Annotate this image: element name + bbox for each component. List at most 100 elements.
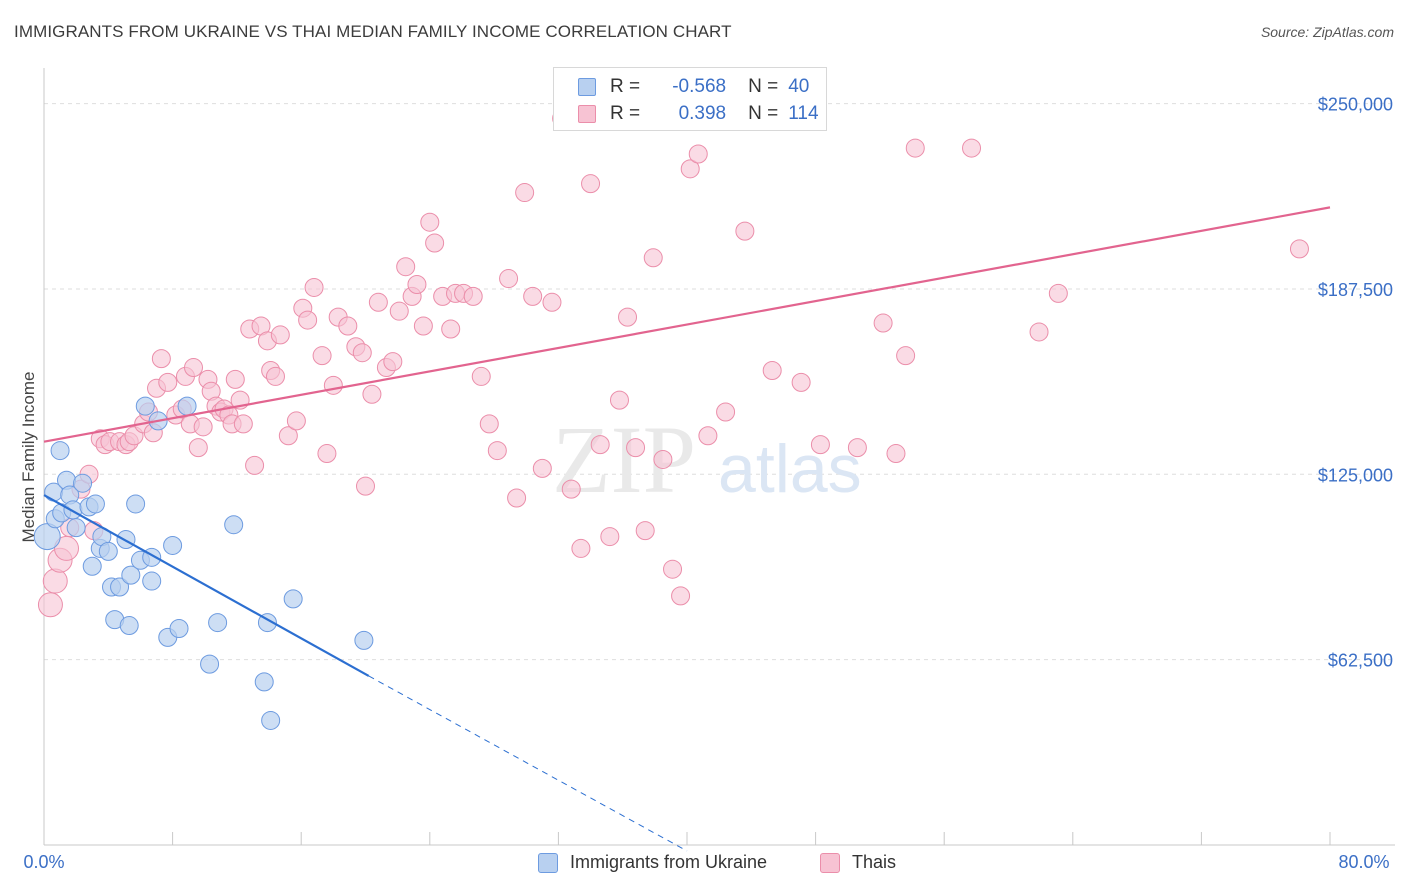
thai-point[interactable]: [356, 476, 375, 496]
thai-point[interactable]: [362, 384, 382, 404]
thai-point[interactable]: [225, 369, 245, 389]
ukraine-point[interactable]: [177, 396, 197, 416]
thai-point[interactable]: [905, 138, 925, 158]
ukraine-point[interactable]: [119, 616, 139, 636]
thai-point[interactable]: [581, 174, 601, 194]
thai-point[interactable]: [42, 568, 68, 594]
thai-point[interactable]: [653, 449, 673, 469]
thai-point[interactable]: [523, 286, 543, 306]
thai-point[interactable]: [471, 366, 491, 386]
ukraine-point[interactable]: [126, 494, 146, 514]
thai-point[interactable]: [158, 372, 178, 392]
thai-point[interactable]: [245, 455, 265, 475]
legend-r-value-thai: 0.398: [678, 103, 727, 124]
series-label-ukraine: Immigrants from Ukraine: [570, 852, 768, 872]
thai-point[interactable]: [600, 527, 620, 547]
thai-point[interactable]: [463, 286, 483, 306]
thai-point[interactable]: [413, 316, 433, 336]
thai-point[interactable]: [270, 325, 290, 345]
thai-point[interactable]: [735, 221, 755, 241]
y-tick-labels: $62,500 $125,000 $187,500 $250,000: [1318, 95, 1393, 671]
thai-point[interactable]: [847, 438, 867, 458]
thai-point[interactable]: [716, 402, 736, 422]
ukraine-point[interactable]: [82, 556, 102, 576]
ukraine-point[interactable]: [85, 494, 105, 514]
thai-point[interactable]: [396, 257, 416, 277]
ukraine-point[interactable]: [254, 672, 274, 692]
thai-point[interactable]: [441, 319, 461, 339]
ukraine-point[interactable]: [66, 518, 86, 538]
thai-point[interactable]: [323, 375, 343, 395]
thai-point[interactable]: [609, 390, 629, 410]
ukraine-point[interactable]: [50, 441, 70, 461]
thai-point[interactable]: [762, 360, 782, 380]
thai-point[interactable]: [233, 414, 253, 434]
ukraine-point[interactable]: [142, 571, 162, 591]
thai-point[interactable]: [671, 586, 691, 606]
thai-point[interactable]: [1048, 283, 1068, 303]
thai-point[interactable]: [312, 346, 332, 366]
thai-point[interactable]: [499, 269, 519, 289]
series-legend-thai[interactable]: Thais: [820, 852, 896, 873]
ukraine-point[interactable]: [121, 565, 141, 585]
thai-point[interactable]: [487, 441, 507, 461]
thai-point[interactable]: [304, 277, 324, 297]
thai-point[interactable]: [590, 435, 610, 455]
ukraine-point[interactable]: [283, 589, 303, 609]
thai-point[interactable]: [37, 592, 63, 618]
thai-point[interactable]: [425, 233, 445, 253]
thai-point[interactable]: [352, 343, 372, 363]
ukraine-point[interactable]: [354, 630, 374, 650]
ukraine-point[interactable]: [63, 500, 83, 520]
thai-point[interactable]: [407, 274, 427, 294]
thai-point[interactable]: [1289, 239, 1309, 259]
thai-point[interactable]: [383, 352, 403, 372]
thai-point[interactable]: [183, 358, 203, 378]
ukraine-point[interactable]: [73, 473, 93, 493]
thai-point[interactable]: [193, 417, 213, 437]
thai-point[interactable]: [643, 248, 663, 268]
thai-point[interactable]: [317, 444, 337, 464]
thai-point[interactable]: [680, 159, 700, 179]
thai-point[interactable]: [688, 144, 708, 164]
ukraine-point[interactable]: [98, 541, 118, 561]
thai-point[interactable]: [420, 212, 440, 232]
thai-point[interactable]: [278, 426, 298, 446]
thai-point[interactable]: [507, 488, 527, 508]
ukraine-point[interactable]: [135, 396, 155, 416]
ukraine-point[interactable]: [169, 619, 189, 639]
thai-point[interactable]: [561, 479, 581, 499]
thai-point[interactable]: [151, 349, 171, 369]
thai-point[interactable]: [618, 307, 638, 327]
thai-point[interactable]: [389, 301, 409, 321]
thai-point[interactable]: [368, 292, 388, 312]
thai-point[interactable]: [532, 458, 552, 478]
thai-point[interactable]: [542, 292, 562, 312]
thai-point[interactable]: [479, 414, 499, 434]
thai-point[interactable]: [286, 411, 306, 431]
ukraine-point[interactable]: [261, 710, 281, 730]
thai-point[interactable]: [515, 183, 535, 203]
thai-point[interactable]: [886, 444, 906, 464]
thai-point[interactable]: [188, 438, 208, 458]
thai-point[interactable]: [810, 435, 830, 455]
thai-point[interactable]: [1029, 322, 1049, 342]
ukraine-point[interactable]: [110, 577, 130, 597]
thai-point[interactable]: [338, 316, 358, 336]
thai-point[interactable]: [791, 372, 811, 392]
thai-point[interactable]: [962, 138, 982, 158]
thai-point[interactable]: [635, 521, 655, 541]
ukraine-point[interactable]: [208, 613, 228, 633]
thai-point[interactable]: [698, 426, 718, 446]
ukraine-point[interactable]: [224, 515, 244, 535]
thai-point[interactable]: [298, 310, 318, 330]
ukraine-point[interactable]: [163, 535, 183, 555]
thai-point[interactable]: [571, 538, 591, 558]
series-legend-ukraine[interactable]: Immigrants from Ukraine: [538, 852, 767, 873]
thai-point[interactable]: [626, 438, 646, 458]
ukraine-point[interactable]: [200, 654, 220, 674]
thai-point[interactable]: [873, 313, 893, 333]
thai-point[interactable]: [265, 366, 285, 386]
thai-point[interactable]: [663, 559, 683, 579]
thai-point[interactable]: [896, 346, 916, 366]
